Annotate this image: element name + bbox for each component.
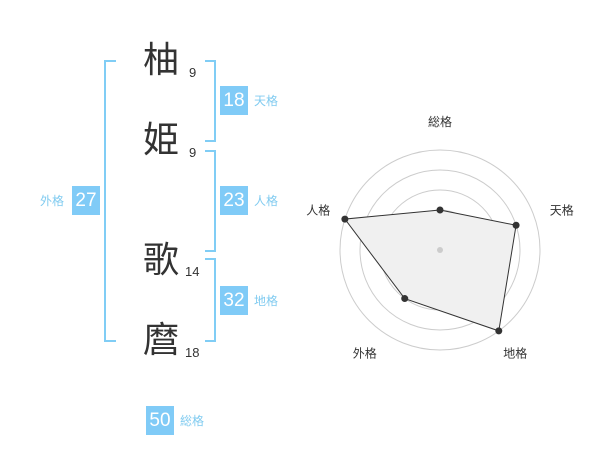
name-char-3: 歌 <box>142 240 179 281</box>
gaikaku-value: 27 <box>72 186 100 215</box>
soukaku-value: 50 <box>146 406 174 435</box>
jinkaku-bracket <box>205 150 216 252</box>
axis-label: 天格 <box>550 202 574 217</box>
data-point <box>401 295 409 303</box>
stroke-count-1: 9 <box>189 65 197 80</box>
data-point <box>436 206 444 214</box>
soukaku-label: 総格 <box>180 414 205 428</box>
chikaku-value: 32 <box>220 286 248 315</box>
stroke-count-2: 9 <box>189 145 197 160</box>
jinkaku-value: 23 <box>220 186 248 215</box>
axis-label: 人格 <box>306 202 330 217</box>
chikaku-bracket <box>205 258 216 342</box>
radar-polygon <box>343 209 517 332</box>
chikaku-label: 地格 <box>254 294 279 308</box>
name-char-2: 姫 <box>142 120 179 161</box>
axis-label: 外格 <box>353 346 377 361</box>
gaikaku-bracket <box>104 60 116 342</box>
data-point <box>495 327 503 335</box>
grid-ring <box>339 149 541 351</box>
name-char-4: 麿 <box>142 320 179 361</box>
tenkaku-bracket <box>205 60 216 142</box>
center-dot <box>437 247 443 253</box>
jinkaku-label: 人格 <box>254 194 279 208</box>
stroke-count-3: 14 <box>185 264 200 279</box>
name-char-1: 柚 <box>142 40 179 81</box>
gaikaku-label: 外格 <box>40 194 65 208</box>
tenkaku-value: 18 <box>220 86 248 115</box>
stroke-count-4: 18 <box>185 345 200 360</box>
data-point <box>512 221 520 229</box>
grid-ring <box>359 169 521 331</box>
axis-label: 総格 <box>428 114 452 129</box>
data-point <box>341 215 349 223</box>
tenkaku-label: 天格 <box>254 94 279 108</box>
axis-label: 地格 <box>503 346 527 361</box>
